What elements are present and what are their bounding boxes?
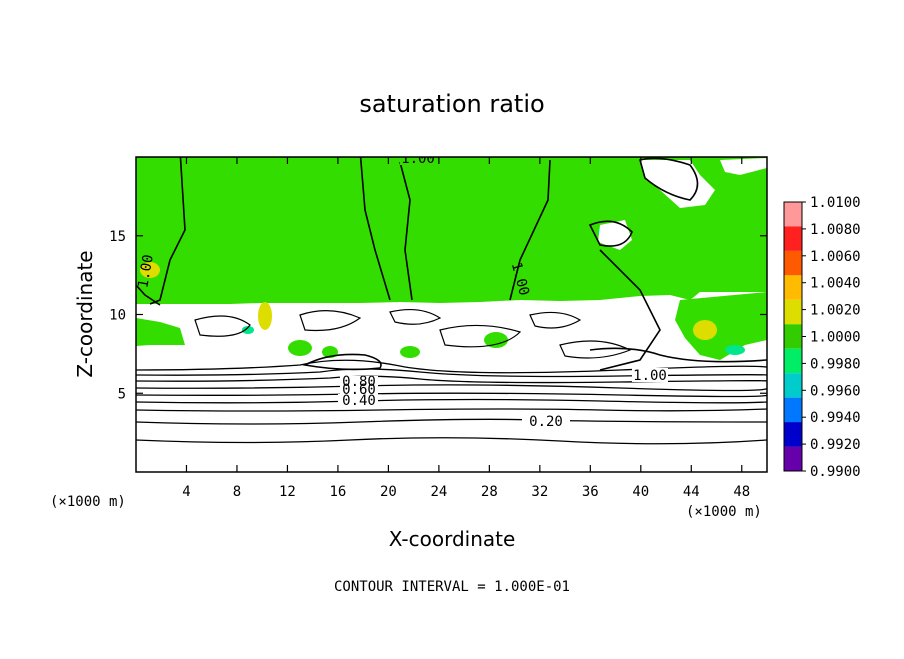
x-unit-right: (×1000 m) (686, 504, 762, 520)
colorbar-swatch (784, 422, 802, 447)
x-tick-label: 20 (380, 484, 397, 500)
contour-label: 1.00 (633, 368, 667, 384)
plot-field: 1.00 1.00 1.00 1.00 0.80 0.60 0.40 0.20 (135, 151, 767, 472)
saturated-patch (400, 346, 420, 358)
contour-labels: 1.00 1.00 1.00 1.00 0.80 0.60 0.40 0.20 (135, 151, 668, 430)
chart-title: saturation ratio (359, 90, 544, 118)
colorbar-tick-label: 0.9940 (810, 410, 861, 426)
contour-lines (136, 157, 767, 445)
contour-interval-footer: CONTOUR INTERVAL = 1.000E-01 (334, 579, 570, 595)
x-tick-label: 28 (481, 484, 498, 500)
saturated-region (136, 157, 767, 304)
subsaturated-hole (640, 160, 715, 208)
colorbar-swatch (784, 324, 802, 349)
y-axis-label: Z-coordinate (73, 250, 97, 377)
colorbar-tick-label: 1.0100 (810, 195, 861, 211)
colorbar-tick-label: 0.9900 (810, 464, 861, 480)
contour-label: 0.40 (342, 393, 376, 409)
x-tick-label: 12 (279, 484, 296, 500)
contour-label-box (338, 394, 378, 406)
y-axis: 5 10 15 (109, 229, 767, 402)
colorbar-tick-label: 0.9980 (810, 356, 861, 372)
contour-label-box (340, 386, 378, 394)
contour-label-box (522, 413, 570, 429)
x-unit-left: (×1000 m) (50, 494, 126, 510)
contour-label: 0.20 (529, 414, 563, 430)
saturated-region-left (136, 318, 185, 346)
near-saturated-patch (725, 345, 745, 355)
saturated-patch (484, 332, 508, 348)
x-tick-label: 8 (233, 484, 241, 500)
saturated-region-right (675, 292, 767, 360)
x-tick-label: 32 (531, 484, 548, 500)
supersaturated-patch (140, 262, 160, 278)
contour-label: 1.00 (135, 253, 157, 289)
colorbar-tick-label: 0.9960 (810, 383, 861, 399)
near-saturated-patch (242, 326, 254, 334)
colorbar-swatch (784, 250, 802, 276)
colorbar-swatch (784, 373, 802, 398)
colorbar: 1.0100 1.0080 1.0060 1.0040 1.0020 1.0000 0.99… (783, 195, 861, 480)
colorbar-swatch (784, 202, 802, 227)
x-tick-label: 4 (182, 484, 190, 500)
colorbar-tick-label: 1.0020 (810, 303, 861, 319)
contour-label-box (400, 157, 436, 165)
colorbar-tick-label: 0.9920 (810, 437, 861, 453)
saturated-patch (288, 340, 312, 356)
x-tick-label: 16 (329, 484, 346, 500)
colorbar-swatch (784, 397, 802, 423)
colorbar-swatch (784, 275, 802, 300)
contour-label-box (340, 376, 378, 386)
x-tick-label: 48 (733, 484, 750, 500)
subsaturated-hole (720, 158, 767, 175)
colorbar-swatch (784, 348, 802, 374)
x-tick-label: 44 (683, 484, 700, 500)
colorbar-tick-label: 1.0040 (810, 276, 861, 292)
colorbar-swatch (784, 299, 802, 325)
supersaturated-patch (693, 320, 717, 340)
colorbar-tick-label: 1.0080 (810, 222, 861, 238)
y-tick-label: 15 (109, 229, 126, 245)
contour-label: 1.00 (401, 151, 435, 167)
colorbar-tick-label: 1.0000 (810, 330, 861, 346)
x-tick-label: 40 (632, 484, 649, 500)
y-tick-label: 5 (118, 386, 126, 402)
colorbar-swatch (784, 446, 802, 471)
x-axis-label: X-coordinate (389, 527, 516, 551)
colorbar-tick-label: 1.0060 (810, 249, 861, 265)
supersaturated-patch (258, 302, 272, 330)
contour-label-box (632, 368, 668, 382)
x-tick-label: 36 (582, 484, 599, 500)
colorbar-swatch (784, 226, 802, 251)
y-tick-label: 10 (109, 308, 126, 324)
x-axis: 4 8 12 16 20 24 28 32 36 40 44 48 (182, 157, 750, 500)
x-tick-label: 24 (430, 484, 447, 500)
